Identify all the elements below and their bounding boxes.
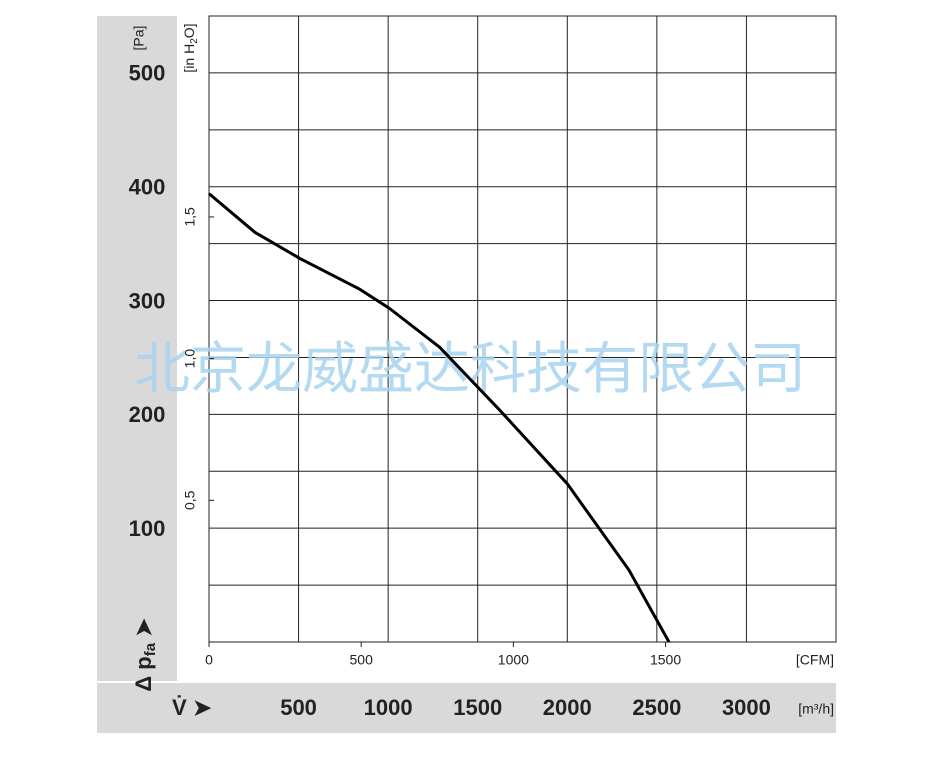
y-label-main: Δ p xyxy=(131,656,156,691)
y-unit: [Pa] xyxy=(131,26,147,51)
x2-tick-label: 0 xyxy=(205,652,213,668)
x2-tick-label: 1500 xyxy=(650,652,681,668)
x-label: V̇ xyxy=(172,695,187,720)
x-tick-label: 3000 xyxy=(722,695,771,720)
x2-unit: [CFM] xyxy=(796,652,834,668)
x-arrow: ➤ xyxy=(193,695,212,720)
plot-frame xyxy=(208,15,837,643)
x-tick-label: 1000 xyxy=(364,695,413,720)
y2-unit-pre: [in H xyxy=(181,44,197,73)
y2-tick-label: 1,0 xyxy=(182,349,198,369)
x-tick-label: 2000 xyxy=(543,695,592,720)
y-label-sub: fa xyxy=(142,642,159,656)
left-band xyxy=(97,16,177,681)
y-tick-label: 100 xyxy=(129,516,166,541)
y-tick-label: 300 xyxy=(129,288,166,313)
y-arrow: ➤ xyxy=(131,618,156,643)
y-tick-label: 500 xyxy=(129,61,166,86)
bottom-band xyxy=(97,683,836,733)
y-label: Δ pfa ➤ xyxy=(131,618,159,692)
y-tick-label: 200 xyxy=(129,402,166,427)
x2-tick-label: 500 xyxy=(350,652,374,668)
y2-tick-label: 1,5 xyxy=(182,207,198,227)
x-unit: [m³/h] xyxy=(798,701,834,717)
watermark: 北京龙威盛达科技有限公司 xyxy=(134,337,806,400)
y2-unit: [in H2O] xyxy=(181,23,200,72)
x-tick-label: 2500 xyxy=(632,695,681,720)
x2-tick-label: 1000 xyxy=(498,652,529,668)
x-tick-label: 500 xyxy=(280,695,317,720)
series-line xyxy=(208,192,671,643)
y-tick-label: 400 xyxy=(129,175,166,200)
y2-unit-post: O] xyxy=(181,23,197,38)
y2-unit-sub: 2 xyxy=(189,38,200,44)
x-tick-label: 1500 xyxy=(453,695,502,720)
y2-tick-label: 0,5 xyxy=(182,490,198,510)
